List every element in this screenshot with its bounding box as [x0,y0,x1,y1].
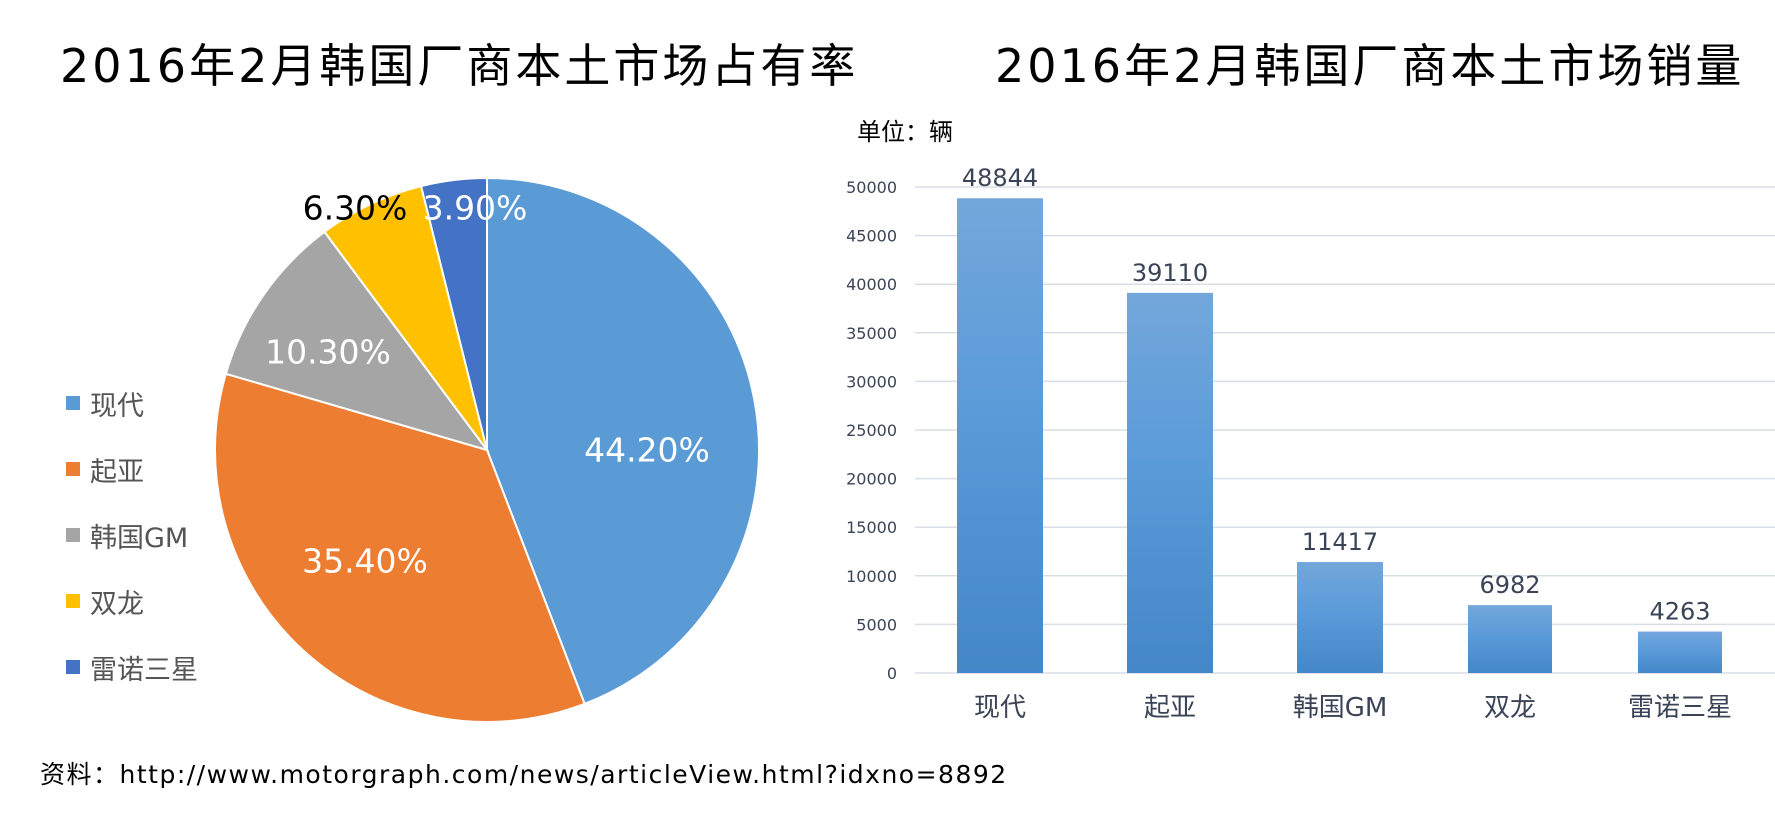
pie-slice-0 [486,176,760,706]
bar-1 [1127,292,1213,673]
legend-label: 双龙 [90,588,144,620]
bar-3 [1468,605,1552,673]
pie-legend: 现代 起亚 韩国GM 双龙 雷诺三星 [66,370,198,700]
pie-slice-1 [214,372,586,723]
legend-label: 韩国GM [90,522,189,554]
bar-value-label: 6982 [1479,571,1540,599]
x-category-label: 起亚 [1144,693,1196,723]
pie-data-label: 6.30% [303,189,408,228]
legend-label: 起亚 [90,456,144,488]
y-tick-label: 5000 [856,615,897,634]
pie-slice-3 [323,184,488,451]
legend-swatch [66,660,80,674]
legend-item-ssangyong: 双龙 [66,568,198,634]
pie-data-label: 35.40% [302,542,428,581]
y-tick-label: 45000 [846,227,897,246]
source-citation: 资料：http://www.motorgraph.com/news/articl… [40,760,1008,789]
pie-data-label: 44.20% [584,431,710,470]
legend-swatch [66,396,80,410]
legend-item-renault-samsung: 雷诺三星 [66,634,198,700]
legend-swatch [66,528,80,542]
bar-4 [1638,631,1722,673]
y-tick-label: 25000 [846,421,897,440]
y-tick-label: 0 [887,664,897,683]
y-tick-label: 20000 [846,470,897,489]
unit-label: 单位：辆 [857,118,953,146]
pie-data-label: 3.90% [423,189,528,228]
x-category-label: 现代 [974,693,1026,723]
bar-chart-title: 2016年2月韩国厂商本土市场销量 [995,39,1745,93]
y-tick-label: 40000 [846,275,897,294]
bar-0 [957,198,1043,673]
legend-label: 现代 [90,390,144,422]
legend-item-gm-korea: 韩国GM [66,502,198,568]
bar-value-label: 11417 [1302,528,1378,556]
y-tick-label: 35000 [846,324,897,343]
y-tick-label: 50000 [846,178,897,197]
x-category-label: 雷诺三星 [1628,693,1732,723]
y-tick-label: 10000 [846,567,897,586]
bar-value-label: 48844 [962,164,1038,192]
bar-value-label: 4263 [1649,598,1710,626]
x-category-label: 双龙 [1484,693,1536,723]
pie-slice-2 [224,230,490,452]
legend-item-hyundai: 现代 [66,370,198,436]
y-tick-label: 15000 [846,518,897,537]
x-category-label: 韩国GM [1293,693,1388,723]
pie-slice-4 [419,176,488,451]
bar-value-label: 39110 [1132,259,1208,287]
y-tick-label: 30000 [846,372,897,391]
bar-2 [1297,562,1383,673]
legend-label: 雷诺三星 [90,654,198,686]
pie-chart-title: 2016年2月韩国厂商本土市场占有率 [60,39,859,93]
pie-data-label: 10.30% [265,333,391,372]
legend-item-kia: 起亚 [66,436,198,502]
legend-swatch [66,594,80,608]
legend-swatch [66,462,80,476]
